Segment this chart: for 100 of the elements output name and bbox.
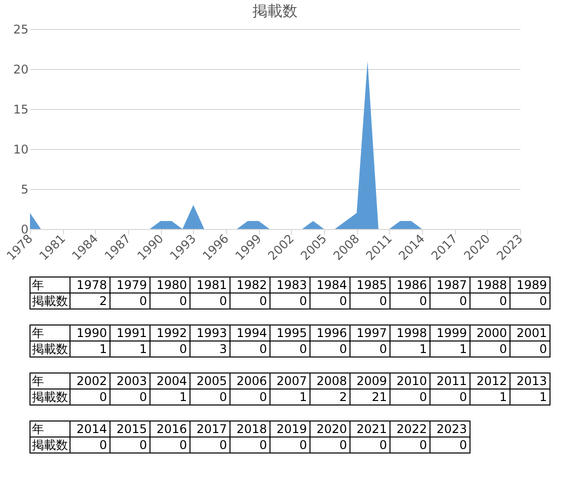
x-tick-label: 1996 xyxy=(316,326,347,340)
x-tick-label: 1984 xyxy=(316,278,347,292)
data-label: 0 xyxy=(219,438,227,452)
x-tick-label: 2004 xyxy=(156,374,187,388)
x-tick-label: 2018 xyxy=(236,422,267,436)
x-tick-label: 1987 xyxy=(436,278,467,292)
x-tick-label: 2000 xyxy=(476,326,507,340)
x-tick-label: 2023 xyxy=(436,422,467,436)
data-label: 0 xyxy=(259,390,267,404)
data-label: 21 xyxy=(372,390,387,404)
x-tick-label: 1989 xyxy=(516,278,547,292)
data-label: 0 xyxy=(179,342,187,356)
y-tick-label: 掲載数 xyxy=(32,390,68,404)
data-label: 1 xyxy=(99,342,107,356)
data-label: 0 xyxy=(139,390,147,404)
data-label: 0 xyxy=(539,294,547,308)
x-tick-label: 2017 xyxy=(196,422,227,436)
data-label: 0 xyxy=(259,438,267,452)
data-label: 0 xyxy=(299,438,307,452)
data-label: 0 xyxy=(459,390,467,404)
x-tick-label: 1980 xyxy=(156,278,187,292)
x-tick-label: 1990 xyxy=(76,326,107,340)
data-label: 0 xyxy=(259,342,267,356)
x-tick-label: 2008 xyxy=(316,374,347,388)
x-tick-label: 2021 xyxy=(356,422,387,436)
data-label: 0 xyxy=(419,294,427,308)
data-label: 0 xyxy=(299,342,307,356)
x-tick-label: 1993 xyxy=(196,326,227,340)
data-label: 0 xyxy=(299,294,307,308)
data-label: 0 xyxy=(339,438,347,452)
data-label: 0 xyxy=(179,294,187,308)
x-tick-label: 1982 xyxy=(236,278,267,292)
data-label: 0 xyxy=(259,294,267,308)
data-label: 0 xyxy=(99,438,107,452)
data-label: 0 xyxy=(179,438,187,452)
data-label: 2 xyxy=(99,294,107,308)
x-tick-label: 2011 xyxy=(436,374,467,388)
x-tick-label: 2001 xyxy=(516,326,547,340)
data-label: 1 xyxy=(139,342,147,356)
x-tick-label: 2012 xyxy=(476,374,507,388)
data-label: 0 xyxy=(499,294,507,308)
data-label: 0 xyxy=(219,294,227,308)
x-tick-label: 1985 xyxy=(356,278,387,292)
x-tick-label: 2005 xyxy=(196,374,227,388)
x-tick-label: 2014 xyxy=(76,422,107,436)
y-tick-label: 20 xyxy=(13,62,28,76)
y-tick-label: 5 xyxy=(20,182,28,196)
data-label: 0 xyxy=(379,294,387,308)
x-tick-label: 1978 xyxy=(76,278,107,292)
x-tick-label: 1983 xyxy=(276,278,307,292)
x-tick-label: 1992 xyxy=(156,326,187,340)
x-tick-label: 2022 xyxy=(396,422,427,436)
y-tick-label: 掲載数 xyxy=(32,294,68,308)
data-label: 0 xyxy=(499,342,507,356)
x-tick-label: 1979 xyxy=(116,278,147,292)
x-tick-label: 1999 xyxy=(436,326,467,340)
x-axis-title: 年 xyxy=(32,374,44,388)
chart-title: 掲載数 xyxy=(252,2,298,20)
data-label: 0 xyxy=(339,294,347,308)
x-tick-label: 2015 xyxy=(116,422,147,436)
data-label: 0 xyxy=(139,438,147,452)
x-tick-label: 1998 xyxy=(396,326,427,340)
x-tick-label: 2007 xyxy=(276,374,307,388)
x-tick-label: 2019 xyxy=(276,422,307,436)
x-tick-label: 2016 xyxy=(156,422,187,436)
data-label: 0 xyxy=(459,294,467,308)
x-axis-title: 年 xyxy=(32,278,44,292)
data-label: 1 xyxy=(419,342,427,356)
y-tick-label: 10 xyxy=(13,142,28,156)
x-tick-label: 1997 xyxy=(356,326,387,340)
x-tick-label: 1988 xyxy=(476,278,507,292)
data-label: 1 xyxy=(179,390,187,404)
data-label: 0 xyxy=(419,390,427,404)
x-tick-label: 2010 xyxy=(396,374,427,388)
x-tick-label: 1994 xyxy=(236,326,267,340)
y-tick-label: 15 xyxy=(13,102,28,116)
data-label: 0 xyxy=(219,390,227,404)
y-tick-label: 掲載数 xyxy=(32,438,68,452)
x-tick-label: 1986 xyxy=(396,278,427,292)
data-label: 1 xyxy=(459,342,467,356)
data-label: 0 xyxy=(139,294,147,308)
y-tick-label: 25 xyxy=(13,22,28,36)
x-tick-label: 2013 xyxy=(516,374,547,388)
data-label: 0 xyxy=(459,438,467,452)
x-tick-label: 2006 xyxy=(236,374,267,388)
x-tick-label: 1995 xyxy=(276,326,307,340)
data-label: 3 xyxy=(219,342,227,356)
data-label: 1 xyxy=(499,390,507,404)
data-label: 0 xyxy=(379,438,387,452)
x-tick-label: 1981 xyxy=(196,278,227,292)
data-label: 0 xyxy=(339,342,347,356)
data-label: 0 xyxy=(539,342,547,356)
x-axis-title: 年 xyxy=(32,422,44,436)
x-axis-title: 年 xyxy=(32,326,44,340)
data-label: 0 xyxy=(99,390,107,404)
data-label: 0 xyxy=(419,438,427,452)
x-tick-label: 2009 xyxy=(356,374,387,388)
x-tick-label: 2003 xyxy=(116,374,147,388)
data-label: 1 xyxy=(539,390,547,404)
data-label: 1 xyxy=(299,390,307,404)
